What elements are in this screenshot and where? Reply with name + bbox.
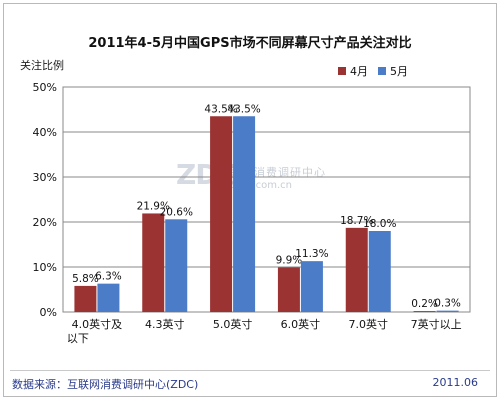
- x-tick-label: 4.3英寸: [145, 317, 185, 331]
- bar-april: [413, 311, 436, 312]
- y-tick-label: 30%: [33, 171, 57, 184]
- x-tick-label-wrap: 以下: [67, 332, 89, 345]
- y-tick-label: 10%: [33, 261, 57, 274]
- bar-may: [97, 283, 120, 312]
- y-tick-label: 20%: [33, 216, 57, 229]
- data-label: 43.5%: [204, 103, 237, 115]
- x-tick-label: 4.0英寸及: [72, 317, 123, 331]
- bar-may: [368, 231, 391, 312]
- x-tick-label: 6.0英寸: [281, 317, 321, 331]
- data-label: 9.9%: [276, 254, 303, 266]
- bar-april: [210, 116, 233, 312]
- x-tick-label: 5.0英寸: [213, 317, 253, 331]
- data-label: 0.3%: [434, 298, 461, 310]
- y-tick-label: 40%: [33, 126, 57, 139]
- data-label: 5.8%: [72, 273, 99, 285]
- data-label: 6.3%: [95, 271, 122, 283]
- data-source: 数据来源：互联网消费调研中心(ZDC): [12, 378, 199, 391]
- footer-divider: [10, 370, 490, 371]
- bar-april: [345, 227, 368, 312]
- bar-april: [74, 285, 97, 312]
- legend-label: 4月: [350, 65, 368, 78]
- data-label: 43.5%: [227, 103, 260, 115]
- y-tick-label: 0%: [40, 306, 57, 319]
- data-label: 18.7%: [340, 215, 373, 227]
- data-label: 20.6%: [160, 206, 193, 218]
- y-tick-label: 50%: [33, 81, 57, 94]
- x-tick-label: 7英寸以上: [411, 317, 462, 331]
- legend-swatch-april: [338, 67, 346, 75]
- legend-label: 5月: [390, 65, 408, 78]
- publish-date: 2011.06: [432, 376, 479, 389]
- bar-may: [233, 116, 256, 312]
- legend-swatch-may: [378, 67, 386, 75]
- bar-may: [165, 219, 188, 312]
- data-label: 0.2%: [411, 298, 438, 310]
- x-tick-label: 7.0英寸: [349, 317, 389, 331]
- bar-may: [300, 261, 323, 312]
- data-label: 18.0%: [363, 218, 396, 230]
- plot-area: [62, 86, 471, 313]
- data-label: 11.3%: [295, 248, 328, 260]
- chart-title: 2011年4-5月中国GPS市场不同屏幕尺寸产品关注对比: [88, 36, 412, 51]
- y-axis-label: 关注比例: [20, 59, 64, 72]
- data-label: 21.9%: [137, 200, 170, 212]
- bar-april: [142, 213, 165, 312]
- bar-may: [436, 310, 459, 312]
- bar-april: [277, 267, 300, 312]
